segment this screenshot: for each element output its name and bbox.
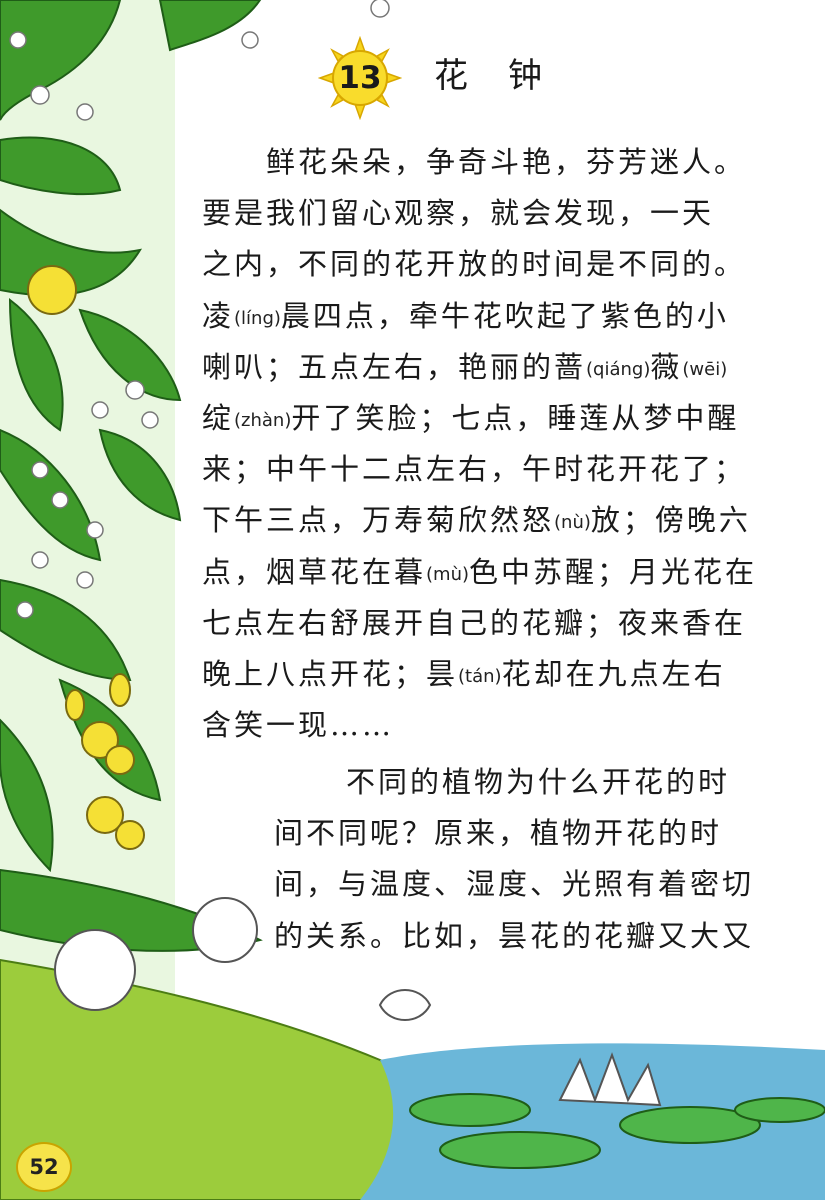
- text-run: 开了笑脸；七点，睡莲从梦中醒: [291, 401, 740, 435]
- text-line: 要是我们留心观察，就会发现，一天: [202, 193, 714, 233]
- text-run: 要是我们留心观察，就会发现，一天: [202, 196, 715, 231]
- text-run: 绽: [202, 401, 235, 435]
- lesson-title: 花钟: [434, 56, 582, 96]
- text-run: 薇: [650, 349, 683, 384]
- text-line: 绽(zhàn)开了笑脸；七点，睡莲从梦中醒: [202, 398, 739, 441]
- text-line: 来；中午十二点左右，午时花开花了；: [202, 449, 746, 489]
- pinyin-annotation: (mù): [426, 563, 470, 585]
- text-line: 点，烟草花在暮(mù)色中苏醒；月光花在: [202, 552, 757, 595]
- pinyin-annotation: (nù): [554, 512, 591, 534]
- text-line: 晚上八点开花；昙(tán)花却在九点左右: [202, 654, 726, 697]
- lesson-title-block: 13 花钟: [318, 36, 618, 120]
- text-line: 七点左右舒展开自己的花瓣；夜来香在: [202, 603, 746, 643]
- text-run: 不同的植物为什么开花的时: [346, 765, 731, 799]
- text-line: 的关系。比如，昙花的花瓣又大又: [274, 916, 754, 956]
- text-line: 凌(líng)晨四点，牵牛花吹起了紫色的小: [202, 296, 729, 339]
- lesson-number: 13: [338, 60, 382, 96]
- text-run: 下午三点，万寿菊欣然怒: [202, 503, 555, 538]
- text-run: 间不同呢？原来，植物开花的时: [274, 816, 723, 851]
- text-line: 含笑一现……: [202, 705, 394, 745]
- text-line: 间，与温度、湿度、光照有着密切: [274, 864, 754, 904]
- text-line: 间不同呢？原来，植物开花的时: [274, 813, 722, 853]
- page-number: 52: [16, 1142, 72, 1192]
- text-run: 点，烟草花在暮: [202, 554, 427, 589]
- text-run: 来；中午十二点左右，午时花开花了；: [202, 452, 747, 487]
- pinyin-annotation: (tán): [458, 666, 502, 687]
- pinyin-annotation: (wēi): [682, 358, 728, 380]
- pinyin-annotation: (qiáng): [586, 358, 651, 380]
- text-run: 花却在九点左右: [501, 657, 726, 691]
- text-run: 鲜花朵朵，争奇斗艳，芬芳迷人。: [266, 145, 747, 179]
- pinyin-annotation: (zhàn): [234, 410, 292, 431]
- text-run: 七点左右舒展开自己的花瓣；夜来香在: [202, 605, 747, 640]
- text-line: 喇叭；五点左右，艳丽的蔷(qiáng)薇(wēi): [202, 347, 727, 390]
- text-line: 下午三点，万寿菊欣然怒(nù)放；傍晚六: [202, 500, 751, 543]
- pinyin-annotation: (líng): [234, 307, 281, 329]
- text-run: 放；傍晚六: [590, 503, 751, 538]
- text-run: 凌: [202, 298, 235, 333]
- text-run: 喇叭；五点左右，艳丽的蔷: [202, 349, 587, 384]
- text-line: 鲜花朵朵，争奇斗艳，芬芳迷人。: [266, 142, 746, 182]
- text-run: 间，与温度、湿度、光照有着密切: [274, 867, 755, 902]
- sun-icon: [318, 36, 402, 120]
- text-run: 色中苏醒；月光花在: [469, 554, 758, 589]
- text-run: 晨四点，牵牛花吹起了紫色的小: [280, 298, 729, 333]
- text-run: 晚上八点开花；昙: [202, 657, 459, 691]
- text-line: 不同的植物为什么开花的时: [346, 762, 730, 802]
- text-run: 之内，不同的花开放的时间是不同的。: [202, 247, 747, 282]
- text-run: 的关系。比如，昙花的花瓣又大又: [274, 918, 755, 953]
- text-run: 含笑一现……: [202, 708, 395, 743]
- text-line: 之内，不同的花开放的时间是不同的。: [202, 244, 746, 284]
